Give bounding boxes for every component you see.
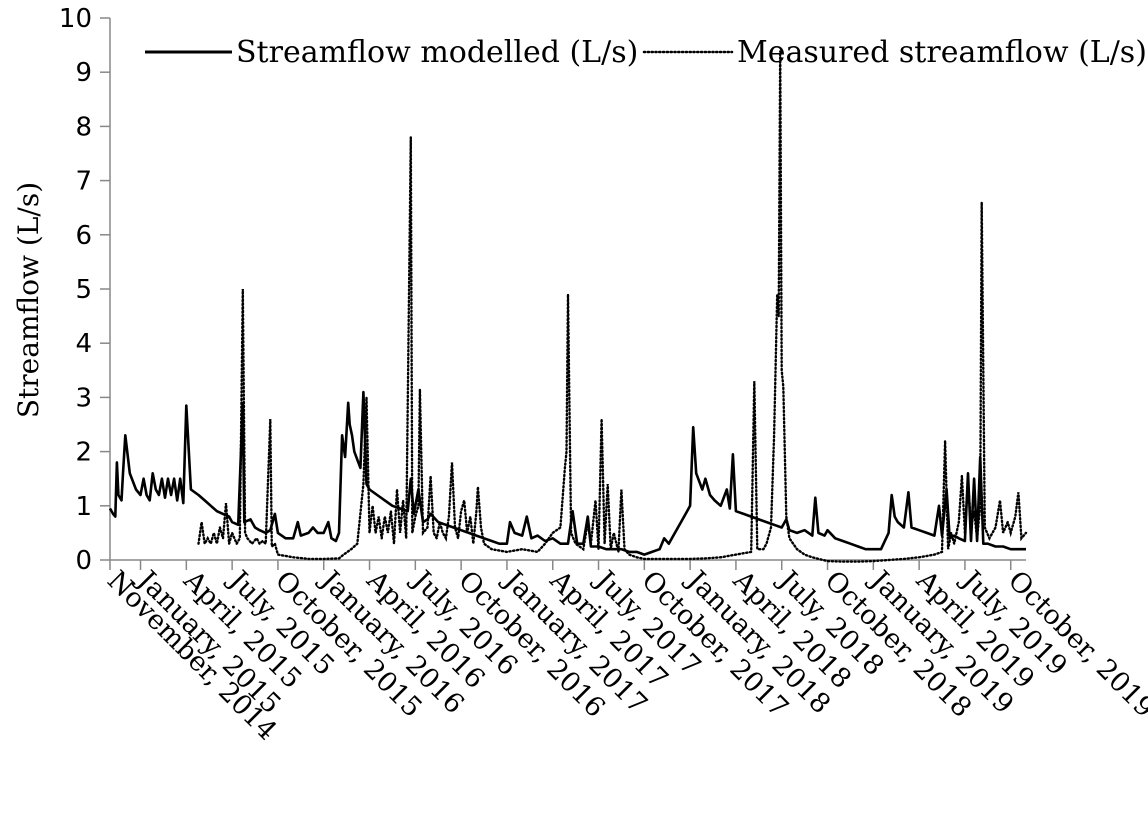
y-tick-label: 4 — [75, 329, 92, 359]
y-tick-label: 0 — [75, 546, 92, 576]
y-tick-label: 7 — [75, 167, 92, 197]
y-tick-label: 1 — [75, 492, 92, 522]
series-measured-line — [197, 50, 1028, 563]
y-tick-label: 6 — [75, 221, 92, 251]
y-tick-label: 5 — [75, 275, 92, 305]
y-tick-label: 8 — [75, 112, 92, 142]
y-axis: 0 1 2 3 4 5 6 7 8 9 10 — [59, 4, 111, 576]
y-tick-label: 10 — [59, 4, 92, 34]
legend: Streamflow modelled (L/s) Measured strea… — [145, 35, 1147, 70]
series-layer — [108, 50, 1028, 563]
y-tick-label: 3 — [75, 383, 92, 413]
series-modelled-line — [108, 390, 1026, 556]
legend-label-measured: Measured streamflow (L/s) — [737, 35, 1147, 70]
y-tick-label: 2 — [75, 438, 92, 468]
y-tick-label: 9 — [75, 58, 92, 88]
legend-label-modelled: Streamflow modelled (L/s) — [236, 35, 638, 70]
y-axis-label: Streamflow (L/s) — [12, 182, 45, 418]
